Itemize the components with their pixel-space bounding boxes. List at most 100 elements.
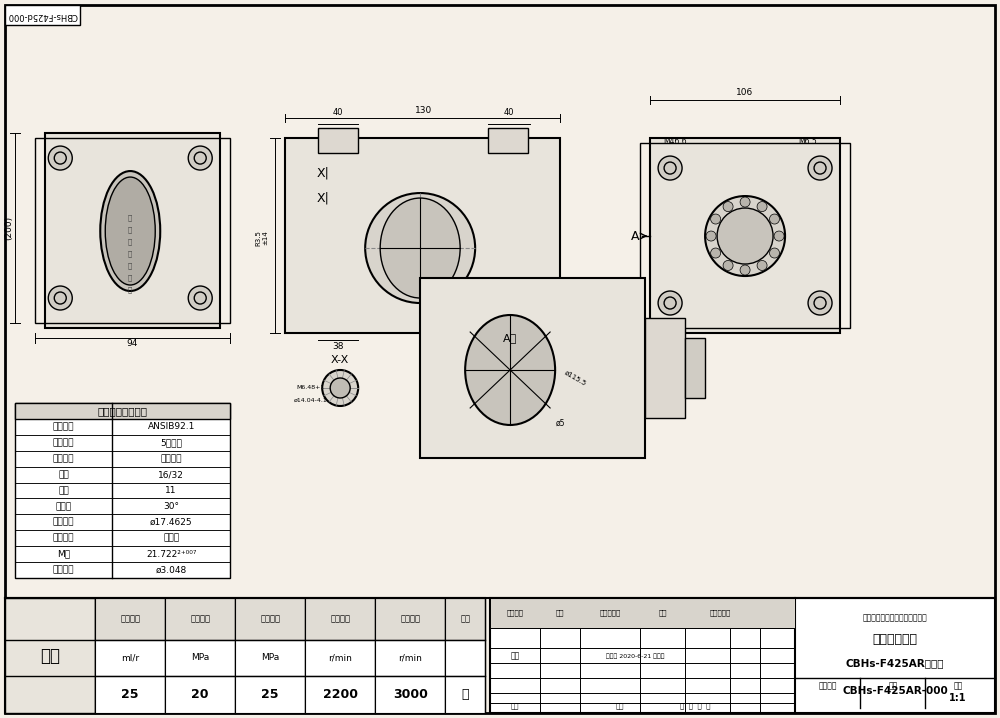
Circle shape — [706, 231, 716, 241]
Bar — [445, 676, 485, 713]
Bar — [490, 598, 995, 713]
Bar — [15, 403, 230, 578]
Text: ø3.048: ø3.048 — [155, 566, 187, 574]
Text: 最高转速: 最高转速 — [400, 615, 420, 623]
Circle shape — [808, 156, 832, 180]
Text: 5级精度: 5级精度 — [160, 438, 182, 447]
Bar — [165, 598, 235, 640]
Text: 线: 线 — [128, 238, 132, 246]
Text: A向: A向 — [503, 333, 517, 343]
Text: 测量直径: 测量直径 — [53, 566, 74, 574]
Text: 额定排量: 额定排量 — [120, 615, 140, 623]
Text: A: A — [631, 230, 639, 243]
Bar — [375, 676, 445, 713]
Text: 压力角: 压力角 — [56, 502, 72, 511]
Circle shape — [808, 291, 832, 315]
Text: ANSIB92.1: ANSIB92.1 — [147, 422, 195, 432]
Bar — [5, 5, 80, 25]
Bar — [420, 278, 645, 458]
Bar — [15, 419, 230, 435]
Text: 40: 40 — [504, 108, 514, 116]
Text: 升级文 2020-6-21 标准化: 升级文 2020-6-21 标准化 — [606, 653, 664, 658]
Text: 贵州精合半导液压科技有限公司: 贵州精合半导液压科技有限公司 — [863, 613, 927, 623]
Text: MPa: MPa — [191, 653, 209, 663]
Text: 11: 11 — [165, 486, 177, 495]
Circle shape — [770, 248, 780, 258]
Text: 额定转速: 额定转速 — [330, 615, 350, 623]
Text: 接: 接 — [128, 286, 132, 294]
Text: 旋向: 旋向 — [460, 615, 470, 623]
Text: 25: 25 — [121, 689, 139, 701]
Circle shape — [365, 193, 475, 303]
Bar — [375, 598, 445, 640]
Ellipse shape — [100, 171, 160, 291]
Text: 连: 连 — [128, 275, 132, 281]
Ellipse shape — [465, 315, 555, 425]
Bar — [15, 546, 230, 562]
Text: CBHs-F425d-000: CBHs-F425d-000 — [7, 11, 77, 19]
Bar — [305, 676, 375, 713]
Bar — [15, 530, 230, 546]
Bar — [490, 598, 795, 628]
Text: 外连接尺寸图: 外连接尺寸图 — [873, 633, 918, 646]
Circle shape — [740, 197, 750, 207]
Text: 3000: 3000 — [393, 689, 428, 701]
Circle shape — [658, 156, 682, 180]
Text: 130: 130 — [415, 106, 432, 115]
Text: 型号: 型号 — [40, 647, 60, 665]
Text: 94: 94 — [127, 338, 138, 348]
Text: ml/r: ml/r — [121, 653, 139, 663]
Text: (200): (200) — [4, 216, 13, 240]
Text: 25: 25 — [261, 689, 279, 701]
Text: MPa: MPa — [261, 653, 279, 663]
Bar — [15, 467, 230, 482]
Text: ø5: ø5 — [555, 419, 565, 427]
Text: 工艺: 工艺 — [511, 703, 519, 709]
Circle shape — [330, 378, 350, 398]
Circle shape — [770, 214, 780, 224]
Text: 16/32: 16/32 — [158, 470, 184, 479]
Text: 右: 右 — [461, 689, 469, 701]
Bar — [375, 640, 445, 676]
Text: 20: 20 — [191, 689, 209, 701]
Circle shape — [705, 196, 785, 276]
Bar — [15, 514, 230, 530]
Text: 花: 花 — [128, 251, 132, 257]
Bar — [15, 435, 230, 451]
Circle shape — [774, 231, 784, 241]
Text: 最高压力: 最高压力 — [260, 615, 280, 623]
Text: 配合类别: 配合类别 — [53, 454, 74, 463]
Bar — [445, 640, 485, 676]
Text: 平齿根: 平齿根 — [163, 533, 179, 543]
Text: 21.722²⁺⁰⁰⁷: 21.722²⁺⁰⁰⁷ — [146, 549, 196, 559]
Bar — [640, 143, 850, 328]
Text: 键: 键 — [128, 263, 132, 269]
Circle shape — [322, 370, 358, 406]
Text: X-X: X-X — [331, 355, 349, 365]
Text: r/min: r/min — [398, 653, 422, 663]
Bar — [305, 598, 375, 640]
Circle shape — [717, 208, 773, 264]
Text: ø115.5: ø115.5 — [563, 369, 587, 387]
Text: 额定压力: 额定压力 — [190, 615, 210, 623]
Text: 阶段标记: 阶段标记 — [507, 610, 524, 616]
Circle shape — [723, 261, 733, 271]
Text: 齿侧配合: 齿侧配合 — [160, 454, 182, 463]
Bar — [15, 451, 230, 467]
Bar — [95, 676, 165, 713]
Bar — [5, 598, 485, 713]
Text: CBHs-F425AR齿轮泵: CBHs-F425AR齿轮泵 — [846, 658, 944, 668]
Bar — [15, 498, 230, 514]
Text: r/min: r/min — [328, 653, 352, 663]
Circle shape — [48, 286, 72, 310]
Text: 年、月、日: 年、月、日 — [709, 610, 731, 616]
Text: 修改: 修改 — [659, 610, 667, 616]
Text: 分区: 分区 — [556, 610, 564, 616]
Text: 共  套  第  套: 共 套 第 套 — [680, 703, 710, 709]
Bar — [35, 138, 230, 323]
Bar — [645, 318, 685, 418]
Text: 设计: 设计 — [511, 651, 520, 661]
Bar — [95, 598, 165, 640]
Bar — [5, 598, 95, 713]
Ellipse shape — [105, 177, 155, 285]
